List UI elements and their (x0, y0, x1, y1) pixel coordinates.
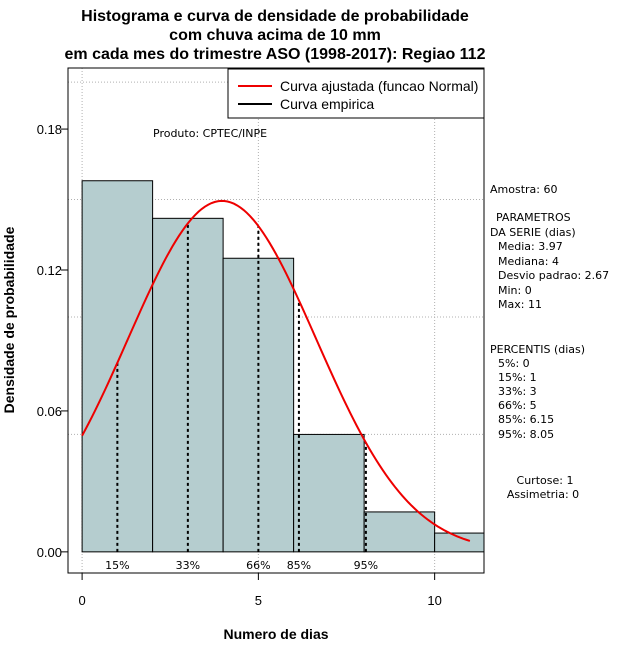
stat-curtose: Curtose: 1 (517, 474, 574, 487)
stat-p85: 85%: 6.15 (498, 413, 554, 426)
stat-min: Min: 0 (498, 284, 532, 297)
stat-p33: 33%: 3 (498, 385, 537, 398)
stat-assimetria: Assimetria: 0 (507, 488, 579, 501)
stat-parametros-subtitle: DA SERIE (dias) (490, 226, 576, 239)
stat-parametros-title: PARAMETROS (496, 211, 571, 224)
stat-desvio: Desvio padrao: 2.67 (498, 269, 609, 282)
stat-amostra: Amostra: 60 (490, 183, 557, 196)
legend-label-empirical: Curva empirica (280, 96, 374, 112)
stat-mediana: Mediana: 4 (498, 255, 559, 268)
histogram-bar (363, 511, 436, 553)
legend-label-fitted: Curva ajustada (funcao Normal) (280, 78, 478, 94)
chart-title-line-1: Histograma e curva de densidade de proba… (81, 8, 469, 25)
percentile-label: 15% (105, 559, 129, 572)
percentile-label: 66% (246, 559, 270, 572)
x-axis-label: Numero de dias (223, 626, 328, 642)
x-axis: 0 5 10 (78, 572, 442, 608)
stat-percentis-title: PERCENTIS (dias) (490, 343, 585, 356)
y-tick-label: 0.18 (37, 122, 62, 137)
percentile-lines: 15% 33% 66% 85% 95% (105, 223, 378, 572)
y-tick-label: 0.12 (37, 263, 62, 278)
stat-p15: 15%: 1 (498, 371, 537, 384)
stat-media: Media: 3.97 (498, 240, 563, 253)
x-tick-label: 0 (78, 593, 85, 608)
x-tick-label: 5 (255, 593, 262, 608)
stat-p66: 66%: 5 (498, 399, 537, 412)
percentile-label: 85% (287, 559, 311, 572)
y-axis: 0.00 0.06 0.12 0.18 (37, 122, 69, 560)
product-label: Produto: CPTEC/INPE (153, 127, 267, 140)
normal-curve (81, 199, 471, 542)
x-tick-label: 10 (427, 593, 441, 608)
stat-p5: 5%: 0 (498, 357, 530, 370)
histogram-bar (293, 433, 365, 553)
legend: Curva ajustada (funcao Normal) Curva emp… (227, 68, 485, 119)
stat-max: Max: 11 (498, 298, 542, 311)
y-tick-label: 0.06 (37, 404, 62, 419)
chart-title-line-3: em cada mes do trimestre ASO (1998-2017)… (65, 46, 486, 63)
stat-p95: 95%: 8.05 (498, 428, 554, 441)
percentile-label: 95% (354, 559, 378, 572)
percentile-label: 33% (176, 559, 200, 572)
legend-box (227, 68, 485, 119)
histogram-bars (81, 180, 485, 553)
y-axis-label: Densidade de probabilidade (1, 226, 17, 413)
chart-title-line-2: com chuva acima de 10 mm (169, 27, 381, 44)
histogram-bar (434, 532, 485, 553)
y-tick-label: 0.00 (37, 545, 62, 560)
stats-panel: Amostra: 60 PARAMETROS DA SERIE (dias) M… (490, 183, 609, 501)
